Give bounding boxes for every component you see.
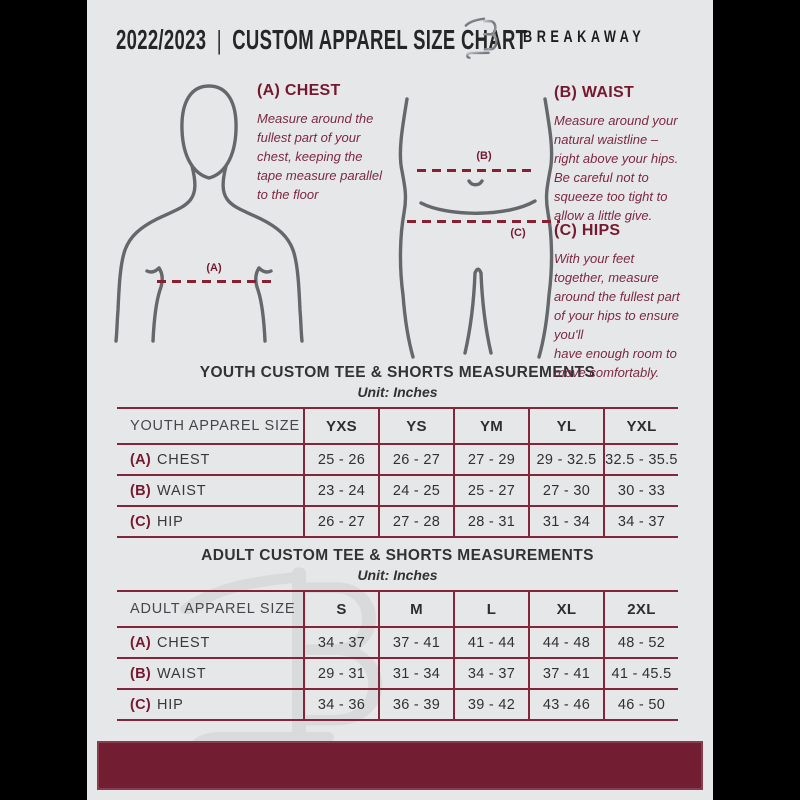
row-name: CHEST: [157, 451, 211, 468]
footer-accent-bar: [97, 741, 703, 790]
size-column-header: YL: [528, 409, 603, 445]
size-range-cell: 34 - 37: [453, 659, 528, 690]
size-column-header: 2XL: [603, 592, 678, 628]
youth-table-title: YOUTH CUSTOM TEE & SHORTS MEASUREMENTS: [199, 364, 596, 381]
size-column-header: M: [378, 592, 453, 628]
measurement-row-label: (C) HIP: [117, 690, 303, 721]
size-range-cell: 29 - 31: [303, 659, 378, 690]
size-column-header: YXL: [603, 409, 678, 445]
size-range-cell: 23 - 24: [303, 476, 378, 507]
row-letter: (B): [130, 482, 152, 499]
size-range-cell: 34 - 36: [303, 690, 378, 721]
size-range-cell: 29 - 32.5: [528, 445, 603, 476]
hips-measure-dashline: [407, 220, 560, 223]
size-chart-page: 2022/2023 | CUSTOM APPAREL SIZE CHART: [87, 0, 713, 800]
row-letter: (B): [130, 665, 152, 682]
size-table-corner-header: YOUTH APPAREL SIZE: [117, 409, 303, 445]
measurement-row-label: (B) WAIST: [117, 476, 303, 507]
row-letter: (C): [130, 513, 152, 530]
size-range-cell: 30 - 33: [603, 476, 678, 507]
adult-table-title: ADULT CUSTOM TEE & SHORTS MEASUREMENTS: [201, 547, 594, 564]
size-range-cell: 48 - 52: [603, 628, 678, 659]
row-name: HIP: [157, 696, 184, 713]
lower-body-figure: [398, 97, 554, 359]
size-column-header: YM: [453, 409, 528, 445]
size-column-header: YS: [378, 409, 453, 445]
hips-guide-heading: (C) HIPS: [554, 222, 621, 239]
size-range-cell: 46 - 50: [603, 690, 678, 721]
size-column-header: YXS: [303, 409, 378, 445]
size-range-cell: 27 - 29: [453, 445, 528, 476]
waist-guide-heading: (B) WAIST: [554, 84, 635, 101]
size-range-cell: 25 - 27: [453, 476, 528, 507]
youth-table-unit: Unit: Inches: [357, 384, 438, 400]
waist-marker-label: (B): [476, 150, 492, 162]
chest-guide-text: Measure around the fullest part of your …: [257, 111, 383, 202]
chest-marker-label: (A): [206, 262, 222, 274]
breakaway-logo-icon: [464, 16, 498, 60]
size-range-cell: 27 - 28: [378, 507, 453, 538]
row-letter: (C): [130, 696, 152, 713]
row-letter: (A): [130, 451, 152, 468]
title-divider: |: [216, 24, 223, 55]
brand-block: BREAKAWAY: [456, 12, 686, 62]
chest-guide: (A) CHEST Measure around the fullest par…: [257, 82, 407, 204]
chest-measure-dashline: [157, 280, 271, 283]
size-range-cell: 25 - 26: [303, 445, 378, 476]
size-range-cell: 31 - 34: [378, 659, 453, 690]
size-range-cell: 34 - 37: [303, 628, 378, 659]
size-range-cell: 36 - 39: [378, 690, 453, 721]
size-range-cell: 34 - 37: [603, 507, 678, 538]
upper-body-figure: [114, 84, 304, 343]
adult-size-table: ADULT APPAREL SIZE S M L XL 2XL (A) CHEST 34 - 3…: [117, 590, 678, 721]
page-title: 2022/2023 | CUSTOM APPAREL SIZE CHART: [116, 24, 527, 56]
measurement-row-label: (C) HIP: [117, 507, 303, 538]
row-name: WAIST: [157, 482, 207, 499]
season-label: 2022/2023: [116, 24, 207, 55]
size-column-header: L: [453, 592, 528, 628]
measurement-row-label: (A) CHEST: [117, 628, 303, 659]
size-column-header: XL: [528, 592, 603, 628]
row-name: WAIST: [157, 665, 207, 682]
size-range-cell: 41 - 45.5: [603, 659, 678, 690]
size-range-cell: 44 - 48: [528, 628, 603, 659]
size-range-cell: 26 - 27: [303, 507, 378, 538]
hips-guide: (C) HIPS With your feet together, measur…: [554, 222, 709, 382]
size-range-cell: 43 - 46: [528, 690, 603, 721]
row-name: CHEST: [157, 634, 211, 651]
hips-guide-text: With your feet together, measure around …: [554, 251, 680, 380]
size-range-cell: 28 - 31: [453, 507, 528, 538]
size-range-cell: 31 - 34: [528, 507, 603, 538]
brand-name: BREAKAWAY: [523, 27, 646, 46]
adult-table-unit: Unit: Inches: [357, 567, 438, 583]
row-letter: (A): [130, 634, 152, 651]
size-table-corner-header: ADULT APPAREL SIZE: [117, 592, 303, 628]
size-range-cell: 37 - 41: [378, 628, 453, 659]
chest-guide-heading: (A) CHEST: [257, 82, 341, 99]
size-range-cell: 41 - 44: [453, 628, 528, 659]
measurement-row-label: (A) CHEST: [117, 445, 303, 476]
size-range-cell: 26 - 27: [378, 445, 453, 476]
size-range-cell: 27 - 30: [528, 476, 603, 507]
size-range-cell: 37 - 41: [528, 659, 603, 690]
size-range-cell: 39 - 42: [453, 690, 528, 721]
chart-title: CUSTOM APPAREL SIZE CHART: [232, 24, 528, 55]
measurement-row-label: (B) WAIST: [117, 659, 303, 690]
size-column-header: S: [303, 592, 378, 628]
waist-guide-text: Measure around your natural waistline – …: [554, 113, 679, 223]
waist-measure-dashline: [417, 169, 535, 172]
row-name: HIP: [157, 513, 184, 530]
waist-guide: (B) WAIST Measure around your natural wa…: [554, 84, 709, 225]
size-range-cell: 32.5 - 35.5: [603, 445, 678, 476]
size-range-cell: 24 - 25: [378, 476, 453, 507]
youth-size-table: YOUTH APPAREL SIZE YXS YS YM YL YXL (A) CHEST 25…: [117, 407, 678, 538]
hips-marker-label: (C): [510, 227, 526, 239]
